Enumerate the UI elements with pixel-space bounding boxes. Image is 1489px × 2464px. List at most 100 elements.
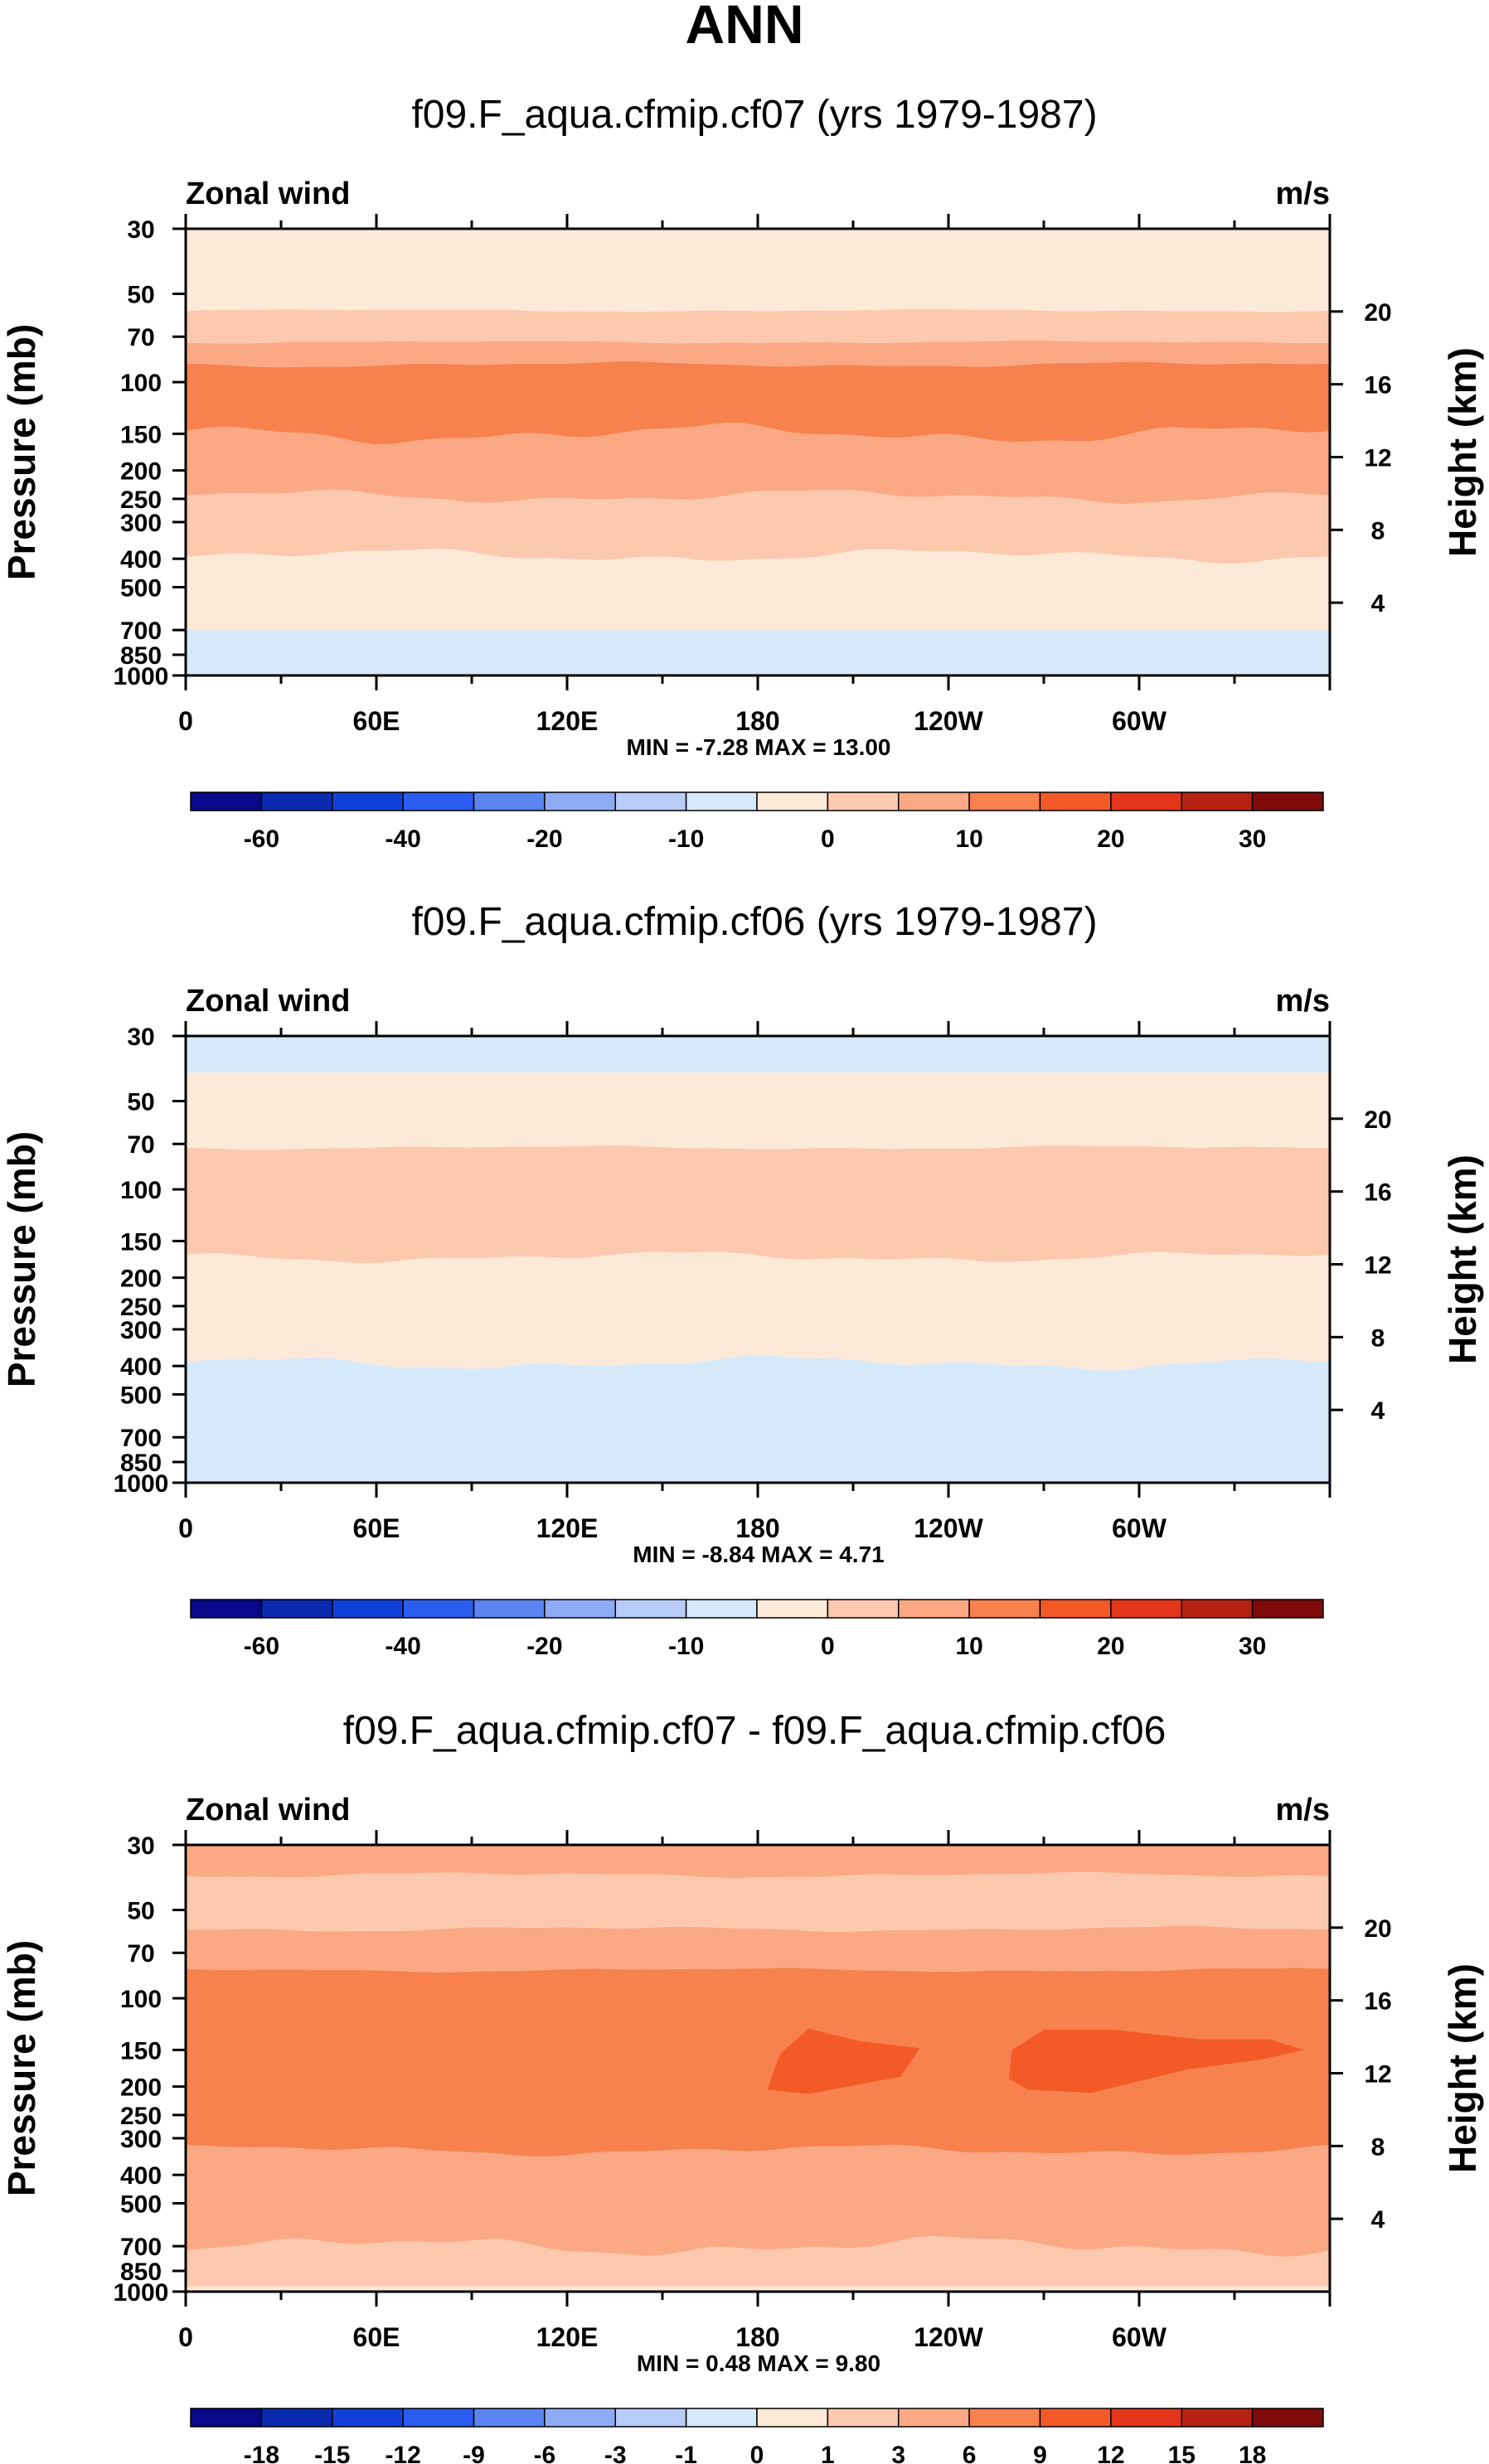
left-label: Zonal wind — [186, 984, 350, 1019]
colorbar-label: 12 — [1097, 2442, 1124, 2464]
x-tick-label: 0 — [178, 1513, 193, 1543]
y-tick-label: 250 — [120, 2103, 162, 2130]
colorbar-swatch — [1110, 1599, 1182, 1619]
contour-band — [186, 549, 1330, 631]
y-tick-right-label: 16 — [1364, 1988, 1391, 2016]
colorbar-swatch — [1039, 1599, 1112, 1619]
colorbar-swatch — [473, 1599, 546, 1619]
colorbar-swatch — [1181, 2408, 1254, 2428]
colorbar-swatch — [614, 2408, 687, 2428]
colorbar-swatch — [544, 1599, 616, 1619]
colorbar-swatch — [968, 791, 1041, 811]
colorbar-swatch — [685, 2408, 758, 2428]
colorbar-swatch — [190, 791, 263, 811]
x-tick-label: 120W — [914, 1513, 983, 1543]
colorbar-label: -20 — [526, 1633, 562, 1660]
y-tick-label: 150 — [120, 421, 162, 448]
plot-area — [186, 1036, 1330, 1483]
colorbar-swatch — [614, 1599, 687, 1619]
left-label: Zonal wind — [186, 177, 350, 211]
contour-band — [186, 1968, 1330, 2157]
y-tick-right-label: 16 — [1364, 372, 1391, 399]
panels: f09.F_aqua.cfmip.cf07 (yrs 1979-1987)0 60… — [0, 93, 1484, 2464]
y-tick-label: 300 — [120, 1317, 162, 1344]
y-tick-right-label: 20 — [1364, 299, 1391, 327]
colorbar-swatch — [827, 1599, 900, 1619]
y-tick-label: 850 — [120, 1450, 162, 1477]
colorbar-label: 10 — [955, 825, 982, 853]
panel-3: f09.F_aqua.cfmip.cf07 - f09.F_aqua.cfmip… — [0, 1709, 1484, 2464]
y-axis-right-title: Height (km) — [1441, 347, 1484, 557]
colorbar-label: -40 — [385, 825, 420, 853]
colorbar-label: -10 — [668, 1633, 704, 1660]
y-tick-label: 1000 — [114, 2279, 169, 2307]
min-max-stats: MIN = 0.48 MAX = 9.80 — [637, 2350, 880, 2376]
y-tick-label: 400 — [120, 2162, 162, 2190]
colorbar-swatch — [898, 2408, 970, 2428]
y-tick-label: 150 — [120, 2037, 162, 2065]
y-tick-label: 30 — [127, 1832, 154, 1860]
y-tick-label: 500 — [120, 574, 162, 602]
colorbar: -60 -40 -20 -10 0 10 20 30 — [190, 1599, 1324, 1660]
colorbar-swatch — [332, 791, 404, 811]
colorbar-swatch — [544, 2408, 616, 2428]
colorbar: -60 -40 -20 -10 0 10 20 30 — [190, 791, 1324, 853]
min-max-stats: MIN = -8.84 MAX = 4.71 — [633, 1542, 884, 1567]
colorbar-label: 30 — [1239, 1633, 1266, 1660]
contour-band — [186, 1072, 1330, 1150]
colorbar-swatch — [1039, 2408, 1112, 2428]
y-tick-label: 700 — [120, 2234, 162, 2261]
colorbar-swatch — [827, 791, 900, 811]
x-tick-label: 0 — [178, 706, 193, 736]
contour-band — [186, 1355, 1330, 1483]
left-label: Zonal wind — [186, 1793, 350, 1827]
y-tick-label: 850 — [120, 642, 162, 670]
x-tick-label: 60E — [353, 1513, 400, 1543]
plot-area — [186, 1845, 1330, 2292]
right-label: m/s — [1276, 984, 1330, 1019]
colorbar-swatch — [332, 1599, 404, 1619]
x-tick-label: 180 — [735, 706, 779, 736]
colorbar-label: -3 — [604, 2442, 627, 2464]
contour-band — [186, 489, 1330, 564]
colorbar-swatch — [260, 2408, 333, 2428]
colorbar-label: 0 — [750, 2442, 764, 2464]
y-tick-label: 500 — [120, 2190, 162, 2218]
y-tick-label: 300 — [120, 510, 162, 537]
contour-band — [186, 1251, 1330, 1371]
figure-title: ANN — [686, 0, 804, 55]
y-tick-label: 50 — [127, 1089, 154, 1116]
y-tick-label: 200 — [120, 458, 162, 486]
x-tick-label: 120W — [914, 706, 983, 736]
y-tick-label: 200 — [120, 1266, 162, 1293]
colorbar-label: 1 — [821, 2442, 835, 2464]
colorbar-label: 30 — [1239, 825, 1266, 853]
colorbar-label: -6 — [534, 2442, 556, 2464]
colorbar-label: 20 — [1097, 1633, 1124, 1660]
colorbar-swatch — [968, 1599, 1041, 1619]
colorbar-swatch — [1251, 791, 1324, 811]
colorbar-swatch — [827, 2408, 900, 2428]
colorbar-label: 15 — [1168, 2442, 1196, 2464]
x-tick-label: 180 — [735, 1513, 779, 1543]
contour-blob — [1008, 2030, 1305, 2094]
colorbar-swatch — [1110, 2408, 1182, 2428]
y-axis-right-title: Height (km) — [1441, 1155, 1484, 1364]
colorbar-swatch — [1110, 791, 1182, 811]
y-tick-label: 200 — [120, 2074, 162, 2102]
colorbar-swatch — [614, 791, 687, 811]
colorbar-swatch — [1181, 791, 1254, 811]
colorbar-swatch — [1251, 1599, 1324, 1619]
colorbar-swatch — [473, 2408, 546, 2428]
y-tick-label: 150 — [120, 1228, 162, 1256]
y-tick-right-label: 12 — [1364, 444, 1391, 472]
colorbar-swatch — [260, 1599, 333, 1619]
colorbar-swatch — [968, 2408, 1041, 2428]
y-tick-label: 1000 — [114, 1470, 169, 1498]
y-tick-right-label: 20 — [1364, 1106, 1391, 1134]
y-tick-right-label: 12 — [1364, 2060, 1391, 2088]
y-tick-right-label: 16 — [1364, 1179, 1391, 1207]
colorbar-label: 20 — [1097, 825, 1124, 853]
y-tick-label: 100 — [120, 1177, 162, 1204]
